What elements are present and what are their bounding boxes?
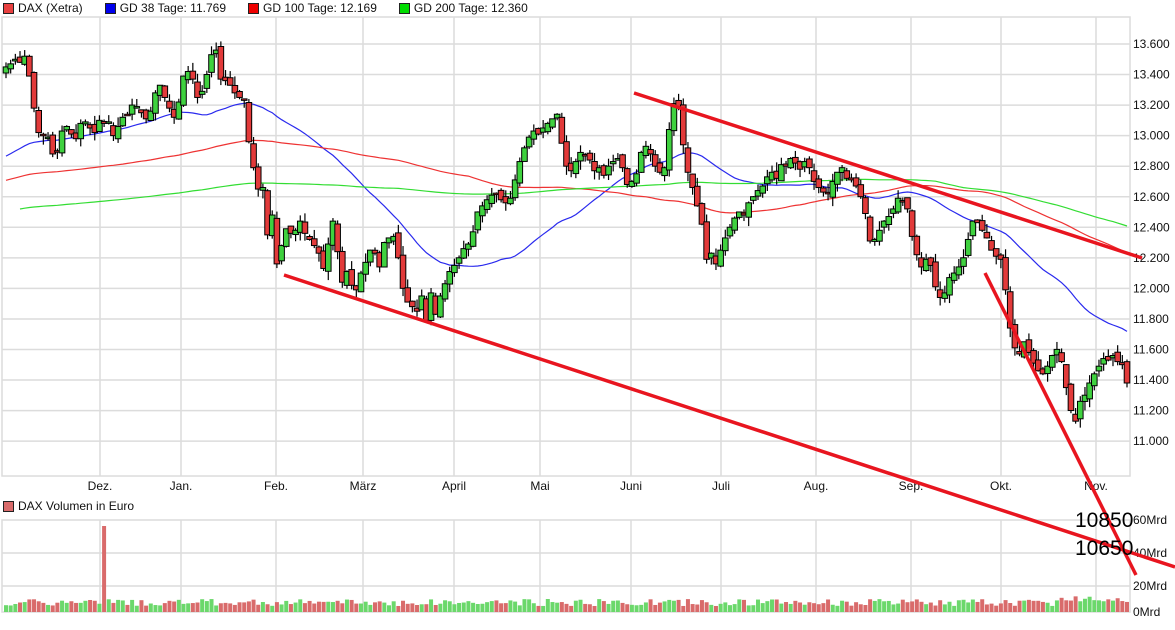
x-tick-label: Juni	[620, 479, 642, 493]
y-tick-label: 11.400	[1133, 373, 1169, 387]
y-tick-label: 12.400	[1133, 220, 1170, 234]
volume-tick-label: 60Mrd	[1133, 513, 1167, 527]
moving-averages	[5, 102, 1128, 332]
y-tick-label: 11.800	[1133, 312, 1169, 326]
volume-tick-label: 20Mrd	[1133, 579, 1167, 593]
y-tick-label: 11.000	[1133, 434, 1169, 448]
y-tick-label: 12.600	[1133, 190, 1170, 204]
x-tick-label: Feb.	[264, 479, 288, 493]
y-tick-label: 13.000	[1133, 129, 1170, 143]
x-tick-label: Aug.	[804, 479, 829, 493]
y-tick-label: 11.200	[1133, 404, 1169, 418]
x-tick-label: April	[442, 479, 466, 493]
chart-legend: DAX (Xetra) GD 38 Tage: 11.769 GD 100 Ta…	[3, 0, 550, 16]
price-annotation: 10650	[1075, 537, 1133, 560]
trendlines	[283, 91, 1175, 576]
price-annotation: 10850	[1075, 509, 1133, 532]
legend-item-gd100[interactable]: GD 100 Tage: 12.169	[248, 1, 377, 15]
trendline[interactable]	[633, 91, 1143, 260]
trendline[interactable]	[283, 273, 1175, 569]
y-tick-label: 12.000	[1133, 281, 1170, 295]
legend-swatch-icon	[3, 2, 14, 14]
volume-tick-label: 0Mrd	[1133, 605, 1160, 619]
legend-item-dax[interactable]: DAX (Xetra)	[3, 1, 83, 15]
legend-item-gd38[interactable]: GD 38 Tage: 11.769	[104, 1, 226, 15]
x-tick-label: Dez.	[88, 479, 113, 493]
x-tick-label: März	[350, 479, 377, 493]
legend-item-gd200[interactable]: GD 200 Tage: 12.360	[398, 1, 528, 15]
y-tick-label: 12.800	[1133, 159, 1170, 173]
y-tick-label: 13.600	[1133, 37, 1170, 51]
x-tick-label: Jan.	[170, 479, 193, 493]
y-tick-label: 13.200	[1133, 98, 1170, 112]
annotations: 10850 10650	[1075, 509, 1133, 560]
volume-legend[interactable]: DAX Volumen in Euro	[3, 499, 134, 513]
candlesticks	[2, 41, 1131, 428]
y-tick-label: 11.600	[1133, 343, 1169, 357]
y-tick-label: 13.400	[1133, 68, 1170, 82]
y-tick-label: 12.200	[1133, 251, 1170, 265]
legend-swatch-icon	[248, 2, 259, 14]
legend-swatch-icon	[3, 500, 14, 512]
volume-bars	[4, 526, 1129, 612]
legend-swatch-icon	[104, 2, 116, 14]
grid-lines	[1, 16, 1131, 613]
x-tick-label: Juli	[712, 479, 730, 493]
x-tick-label: Okt.	[990, 479, 1012, 493]
legend-swatch-icon	[398, 2, 410, 14]
x-tick-label: Mai	[530, 479, 549, 493]
trendline[interactable]	[983, 272, 1138, 576]
